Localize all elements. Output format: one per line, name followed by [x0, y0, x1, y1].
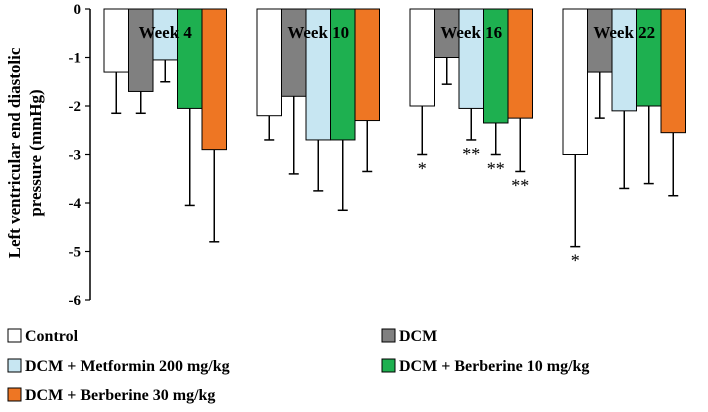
- y-tick-label: -3: [69, 148, 82, 164]
- bar: [281, 8, 307, 97]
- legend-swatch: [7, 328, 22, 343]
- category-label: Week 4: [139, 23, 193, 42]
- legend-label: DCM + Berberine 30 mg/kg: [25, 387, 215, 404]
- y-tick-label: -5: [69, 245, 82, 261]
- bar: [201, 8, 227, 151]
- bar: [587, 8, 613, 73]
- legend-label: DCM + Metformin 200 mg/kg: [25, 358, 230, 375]
- bar: [611, 8, 637, 112]
- y-tick-label: -2: [69, 99, 82, 115]
- significance-mark: **: [487, 159, 505, 179]
- category-label: Week 10: [287, 23, 349, 42]
- legend-swatch: [7, 358, 22, 373]
- legend-label: DCM + Berberine 10 mg/kg: [399, 358, 589, 375]
- significance-mark: *: [571, 251, 580, 271]
- legend-swatch: [381, 328, 396, 343]
- bar: [354, 8, 380, 122]
- legend-swatch: [7, 387, 22, 402]
- category-label: Week 16: [440, 23, 502, 42]
- bar: [562, 8, 588, 155]
- bar: [434, 8, 460, 58]
- y-tick-label: -1: [69, 51, 82, 67]
- bar: [507, 8, 533, 119]
- bars-group: ********: [103, 8, 686, 271]
- y-axis-title: Left ventricular end diastolic pressure (…: [5, 47, 45, 258]
- significance-mark: **: [462, 144, 480, 164]
- legend-label: DCM: [399, 328, 437, 345]
- bar: [103, 8, 129, 73]
- y-tick-label: -6: [69, 293, 82, 309]
- bar: [483, 8, 509, 124]
- y-tick-label: 0: [74, 2, 82, 18]
- bar: [305, 8, 331, 141]
- legend: Control DCM DCM + Metformin 200 mg/kg DCM +…: [7, 328, 589, 404]
- significance-mark: **: [511, 175, 529, 195]
- bar: [458, 8, 484, 109]
- bar: [409, 8, 435, 107]
- y-tick-label: -4: [69, 196, 82, 212]
- bar: [128, 8, 154, 92]
- legend-swatch: [381, 358, 396, 373]
- bar: [152, 8, 178, 61]
- bar: [636, 8, 662, 107]
- category-labels: Week 4 Week 10 Week 16 Week 22: [139, 23, 656, 42]
- bar: [256, 8, 282, 117]
- y-axis-label: Left ventricular end diastolic pressure (…: [5, 47, 45, 258]
- y-axis: 0 -1 -2 -3 -4 -5 -6: [69, 2, 91, 309]
- bar: [660, 8, 686, 134]
- category-label: Week 22: [593, 23, 655, 42]
- significance-mark: *: [418, 159, 427, 179]
- legend-label: Control: [25, 328, 79, 345]
